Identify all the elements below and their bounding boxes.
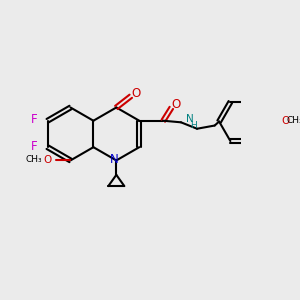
Text: N: N [110, 153, 118, 166]
Text: O: O [282, 116, 290, 126]
Text: CH₃: CH₃ [26, 155, 42, 164]
Text: O: O [132, 87, 141, 100]
Text: N: N [186, 114, 194, 124]
Text: O: O [44, 154, 52, 165]
Text: F: F [31, 113, 38, 126]
Text: H: H [190, 121, 197, 130]
Text: CH₃: CH₃ [286, 116, 300, 125]
Text: F: F [31, 140, 38, 153]
Text: O: O [172, 98, 181, 111]
